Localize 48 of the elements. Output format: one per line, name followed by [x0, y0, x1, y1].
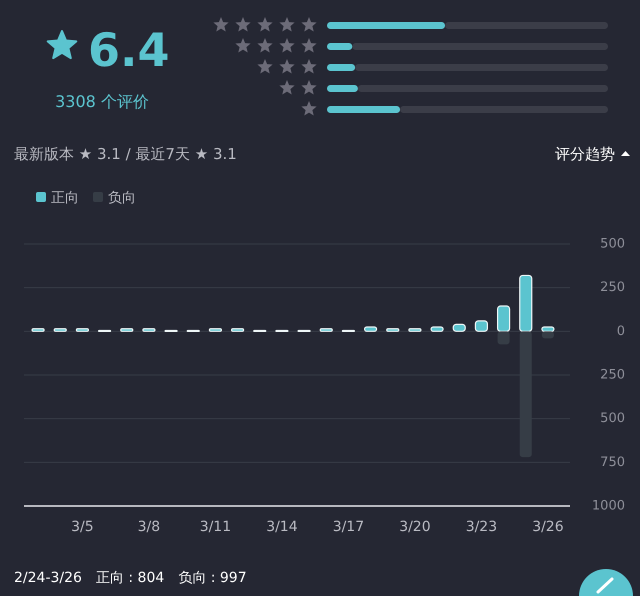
text: 6.4 [88, 23, 170, 77]
legend-label: 正向 [51, 190, 79, 206]
bar [54, 328, 67, 332]
legend-label: 负向 [108, 190, 136, 206]
x-tick-label: 3/26 [532, 519, 564, 535]
bar [352, 43, 608, 50]
x-tick-label: 3/11 [200, 519, 232, 535]
bar [142, 328, 156, 332]
x-tick-label: 3/14 [266, 519, 298, 535]
bar [76, 328, 90, 332]
y-tick-label: 500 [600, 411, 625, 426]
bar [445, 22, 608, 29]
y-tick-label: 500 [600, 236, 625, 252]
text: 3308 个评价 [55, 92, 149, 111]
bar [327, 64, 356, 71]
bar [120, 328, 134, 332]
y-tick-label: 250 [600, 368, 625, 383]
bar [208, 328, 222, 332]
bar [230, 328, 244, 332]
x-tick-label: 3/17 [332, 519, 364, 535]
chart-subtitle: 最新版本 ★ 3.1 / 最近7天 ★ 3.1 [14, 145, 237, 163]
x-tick-label: 3/8 [138, 519, 160, 535]
bar [327, 43, 352, 50]
bar [452, 324, 466, 332]
x-tick-label: 3/20 [399, 519, 431, 535]
bar [386, 328, 400, 332]
y-tick-label: 250 [600, 280, 625, 296]
y-tick-label: 750 [600, 454, 625, 470]
bar [327, 106, 400, 113]
bar [474, 320, 488, 332]
bar [320, 328, 333, 332]
x-tick-label: 3/23 [466, 519, 498, 535]
bar [430, 326, 444, 332]
chart-title: 评分趋势 [555, 145, 615, 163]
bar [364, 326, 378, 332]
bar [496, 305, 510, 332]
y-tick-label: 1000 [592, 498, 625, 514]
bar [400, 106, 608, 113]
bar [31, 328, 45, 332]
bar [355, 64, 608, 71]
bar [358, 85, 608, 92]
text: 2/24-3/26 正向 : 804 负向 : 997 [14, 570, 247, 586]
bar [327, 85, 358, 92]
y-tick-label: 0 [616, 324, 625, 339]
x-tick-label: 3/5 [71, 519, 94, 535]
bar [519, 274, 532, 332]
bar [327, 22, 446, 29]
bar [408, 328, 422, 332]
